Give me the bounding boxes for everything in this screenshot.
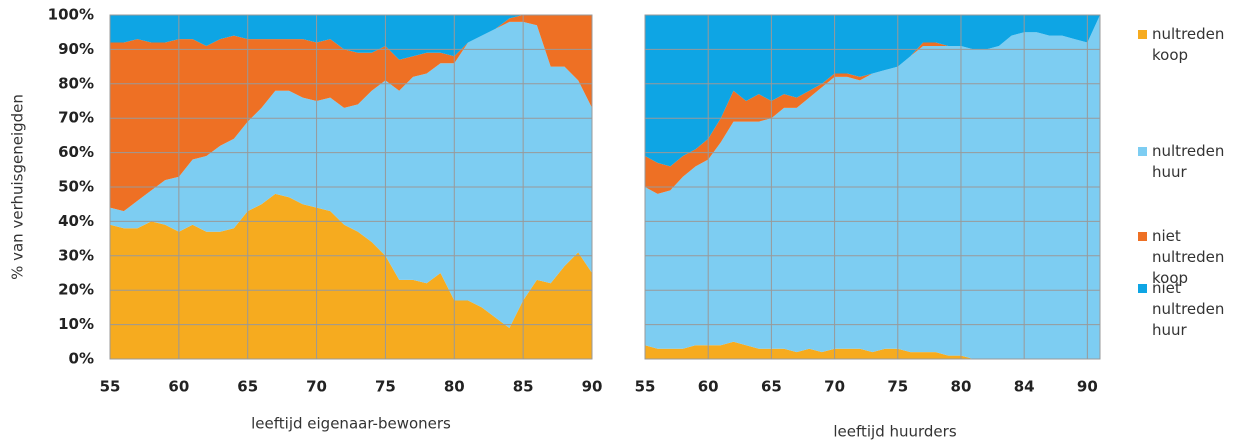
legend-entry: nultreden koop (1138, 24, 1238, 66)
y-tick-label: 100% (48, 6, 94, 24)
x-tick-label: 80 (444, 378, 465, 396)
legend-label: nultreden koop (1152, 25, 1225, 64)
x-tick-label: 60 (698, 378, 719, 396)
legend-swatch (1138, 284, 1147, 293)
y-axis-title: % van verhuisgeneigden (9, 94, 27, 280)
area (110, 15, 592, 60)
y-tick-label: 20% (58, 281, 94, 299)
x-tick-label: 70 (824, 378, 845, 396)
legend-swatch (1138, 147, 1147, 156)
area (645, 15, 1100, 194)
area (110, 193, 592, 359)
legend-entry: nultreden huur (1138, 141, 1238, 183)
area (110, 15, 592, 212)
x-tick-label: 65 (761, 378, 782, 396)
x-axis-title: leeftijd eigenaar-bewoners (251, 415, 451, 433)
y-tick-label: 30% (58, 246, 94, 264)
y-tick-label: 0% (69, 350, 94, 368)
y-tick-label: 70% (58, 109, 94, 127)
x-tick-label: 55 (100, 378, 121, 396)
y-tick-label: 40% (58, 212, 94, 230)
plot-border (644, 14, 1101, 360)
legend-entry: niet nultreden koop (1138, 226, 1238, 289)
x-tick-label: 55 (635, 378, 656, 396)
x-tick-label: 75 (375, 378, 396, 396)
legend-label: nultreden huur (1152, 142, 1225, 181)
area (645, 15, 1100, 167)
x-tick-label: 70 (306, 378, 327, 396)
x-tick-label: 84 (1014, 378, 1035, 396)
legend-swatch (1138, 30, 1147, 39)
x-tick-label: 85 (513, 378, 534, 396)
y-tick-label: 60% (58, 143, 94, 161)
y-tick-label: 90% (58, 40, 94, 58)
area (110, 21, 592, 329)
y-tick-label: 50% (58, 178, 94, 196)
x-tick-label: 90 (582, 378, 603, 396)
legend-swatch (1138, 232, 1147, 241)
x-axis-title: leeftijd huurders (833, 423, 956, 441)
y-tick-label: 10% (58, 315, 94, 333)
plot-border (109, 14, 593, 360)
x-tick-label: 75 (887, 378, 908, 396)
x-tick-label: 80 (951, 378, 972, 396)
legend-label: niet nultreden huur (1152, 279, 1225, 339)
legend-entry: niet nultreden huur (1138, 278, 1238, 341)
area (645, 341, 1100, 359)
x-tick-label: 90 (1077, 378, 1098, 396)
x-tick-label: 60 (168, 378, 189, 396)
y-tick-label: 80% (58, 74, 94, 92)
legend-label: niet nultreden koop (1152, 227, 1225, 287)
x-tick-label: 65 (237, 378, 258, 396)
